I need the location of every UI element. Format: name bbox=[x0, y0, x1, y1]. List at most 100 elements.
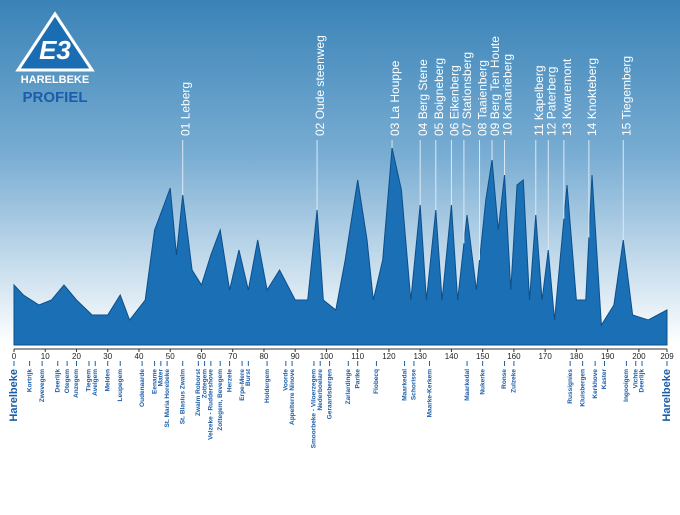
town-label: Zarlardinge bbox=[345, 369, 352, 405]
x-tick-label: 120 bbox=[382, 352, 396, 361]
town-label: Zwalm Roborst bbox=[195, 368, 202, 416]
town-label: Smoorbeke - Viloerzegem bbox=[311, 369, 318, 449]
climb-label: 11 Kapelberg bbox=[532, 65, 546, 136]
climb-label: 13 Kwaremont bbox=[560, 58, 574, 136]
climb-name: Tiegemberg bbox=[619, 56, 633, 120]
climb-number: 05 bbox=[432, 122, 446, 136]
town-label: Nukerke bbox=[479, 369, 486, 395]
town-label: Deerlijk bbox=[54, 369, 61, 393]
town-label: Maarkedal bbox=[401, 369, 408, 401]
town-label: Schorisse bbox=[411, 369, 418, 400]
town-label: Otegem bbox=[64, 369, 71, 393]
climb-name: La Houppe bbox=[388, 60, 402, 119]
x-tick-label: 140 bbox=[445, 352, 459, 361]
climb-name: Leberg bbox=[179, 82, 193, 119]
x-tick-label: 0 bbox=[12, 352, 17, 361]
town-label: Harelbeke bbox=[8, 369, 20, 422]
town-label: Holdergem bbox=[264, 369, 271, 403]
town-label: Kortrijk bbox=[26, 369, 33, 393]
climb-number: 15 bbox=[619, 122, 633, 136]
climb-label: 02 Oude steenweg bbox=[313, 35, 327, 136]
climb-name: Stationsberg bbox=[460, 52, 474, 119]
town-label: Zwevegem bbox=[39, 369, 46, 402]
profile-area bbox=[13, 147, 668, 346]
climb-label: 12 Paterberg bbox=[544, 67, 558, 136]
x-tick-label: 90 bbox=[291, 352, 300, 361]
town-label: Mater bbox=[158, 369, 165, 387]
climb-label: 04 Berg Stene bbox=[416, 59, 430, 136]
town-label: Erpe-Mere bbox=[239, 369, 246, 401]
climb-label: 09 Berg Ten Houte bbox=[488, 36, 502, 136]
town-label: St. Maria Horebeke bbox=[164, 369, 171, 428]
town-label: Leupegem bbox=[117, 369, 124, 402]
climb-number: 02 bbox=[313, 122, 327, 136]
logo: E3 HARELBEKE PROFIEL bbox=[15, 11, 95, 106]
town-label: Kluisbergen bbox=[579, 369, 586, 407]
x-tick-label: 80 bbox=[259, 352, 268, 361]
town-label: Avelgem bbox=[92, 369, 99, 396]
town-label: Tiegem bbox=[86, 369, 93, 392]
x-tick-label: 180 bbox=[570, 352, 584, 361]
climb-number: 07 bbox=[460, 122, 474, 136]
climb-number: 01 bbox=[179, 122, 193, 136]
climb-name: Berg Stene bbox=[416, 59, 430, 119]
climb-number: 13 bbox=[560, 122, 574, 136]
climb-label: 03 La Houppe bbox=[388, 60, 402, 136]
climb-number: 10 bbox=[501, 122, 515, 136]
town-label: Melden bbox=[104, 369, 111, 391]
town-label: Kaster bbox=[601, 369, 608, 390]
x-tick-label: 20 bbox=[72, 352, 81, 361]
climb-name: Kapelberg bbox=[532, 65, 546, 120]
town-label: Vichte bbox=[632, 369, 639, 389]
climb-label: 08 Taaienberg bbox=[476, 60, 490, 136]
town-label: Harelbeke bbox=[661, 369, 673, 422]
climb-number: 06 bbox=[448, 122, 462, 136]
climb-name: Oude steenweg bbox=[313, 35, 327, 119]
x-tick-label: 60 bbox=[197, 352, 206, 361]
climb-number: 14 bbox=[585, 122, 599, 136]
climb-name: Paterberg bbox=[544, 67, 558, 120]
x-tick-label: 130 bbox=[413, 352, 427, 361]
x-tick-label: 70 bbox=[228, 352, 237, 361]
town-label: Maarke-Kerkem bbox=[426, 369, 433, 418]
town-label: Eename bbox=[151, 369, 158, 394]
plot: 0 10 20 30 40 50 60 70 80 90 100 110 120 130 140 150 160… bbox=[8, 35, 674, 448]
town-label: Herzele bbox=[226, 369, 233, 393]
town-label: St. Blasius Zwalm bbox=[179, 369, 186, 424]
town-label: Ingooigem bbox=[623, 369, 630, 402]
climb-number: 08 bbox=[476, 122, 490, 136]
x-tick-label: 150 bbox=[476, 352, 490, 361]
town-label: Nederboelare bbox=[317, 369, 324, 411]
climb-name: Kanarieberg bbox=[501, 54, 515, 119]
climb-name: Kwaremont bbox=[560, 58, 574, 119]
town-label: Velzeke - Ruddershove bbox=[208, 369, 215, 440]
town-label: Ronse bbox=[501, 369, 508, 389]
climb-label: 06 Eikenberg bbox=[448, 65, 462, 136]
climb-number: 09 bbox=[488, 122, 502, 136]
town-label: Maarkedal bbox=[464, 369, 471, 401]
town-label: Deerlijk bbox=[639, 369, 646, 393]
town-label: Kerkhove bbox=[592, 369, 599, 399]
climb-name: Taaienberg bbox=[476, 60, 490, 119]
town-label: Flobecq bbox=[373, 369, 380, 394]
x-tick-label: 209 bbox=[660, 352, 674, 361]
town-label: Geraardsbergen bbox=[326, 369, 333, 419]
climb-label: 14 Knokteberg bbox=[585, 58, 599, 136]
x-tick-label: 40 bbox=[135, 352, 144, 361]
town-label: Burst bbox=[245, 368, 252, 386]
climb-label: 01 Leberg bbox=[179, 82, 193, 136]
climb-label: 15 Tiegemberg bbox=[619, 56, 633, 136]
logo-name: HARELBEKE bbox=[21, 74, 89, 86]
town-label: Zottegem, Bevegem bbox=[217, 369, 224, 431]
climb-number: 12 bbox=[544, 122, 558, 136]
town-label: Russignies bbox=[567, 369, 574, 404]
climb-label: 07 Stationsberg bbox=[460, 52, 474, 136]
x-tick-label: 50 bbox=[166, 352, 175, 361]
town-label: Zottegem bbox=[201, 369, 208, 398]
town-label: Voorde bbox=[283, 369, 290, 391]
climb-number: 04 bbox=[416, 122, 430, 136]
climb-label: 05 Boigneberg bbox=[432, 58, 446, 136]
x-tick-label: 30 bbox=[103, 352, 112, 361]
x-tick-label: 110 bbox=[351, 352, 364, 361]
